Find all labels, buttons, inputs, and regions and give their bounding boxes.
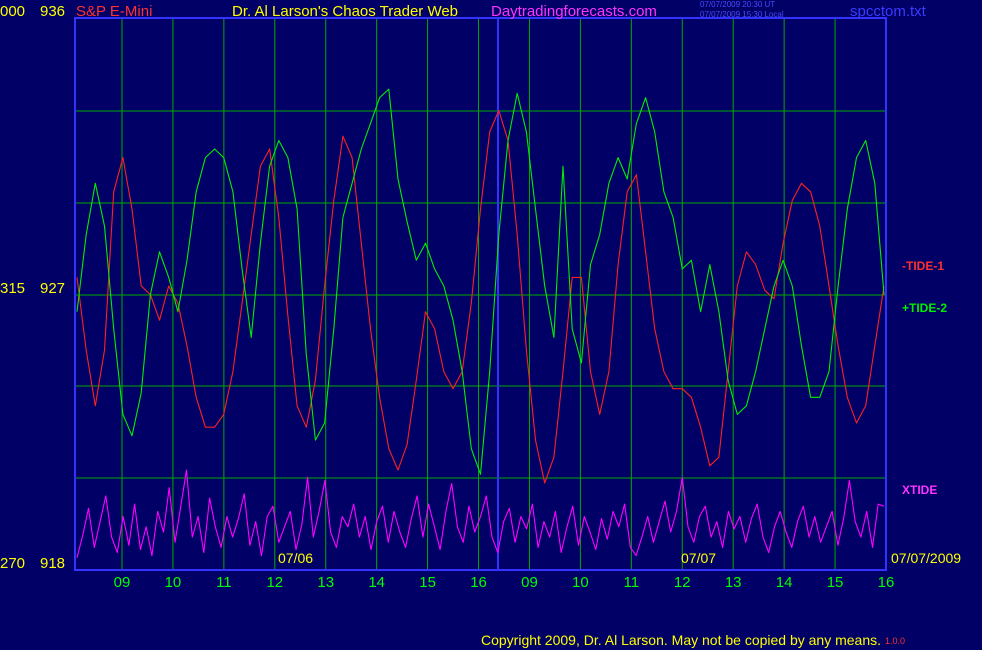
copyright-text: Copyright 2009, Dr. Al Larson. May not b…	[481, 632, 882, 648]
mid-price-label: 927	[40, 280, 66, 297]
legend-tide2: +TIDE-2	[902, 301, 948, 315]
series-layer	[76, 88, 885, 558]
x-tick-label: 11	[624, 574, 640, 591]
chart-grid	[74, 17, 887, 571]
timestamp-local: 07/07/2009 15:30 Local	[700, 10, 784, 19]
x-tick-label: 13	[725, 574, 742, 591]
author-title: Dr. Al Larson's Chaos Trader Web	[232, 3, 459, 20]
legend-xtide: XTIDE	[902, 483, 938, 497]
x-tick-label: 12	[674, 574, 691, 591]
filename-label: spcctom.txt	[850, 3, 926, 20]
x-hour-labels: 09 10 11 12 13 14 15 16 09 10 11 12 13 14 15 16	[114, 574, 895, 591]
version-stamp: 1.0.0	[885, 636, 906, 646]
x-tick-label: 13	[317, 574, 334, 591]
x-tick-label: 10	[165, 574, 182, 591]
x-tick-label: 10	[572, 574, 589, 591]
plot-background	[75, 18, 886, 570]
legend-tide1: -TIDE-1	[902, 259, 944, 273]
series-line-xtide	[76, 469, 885, 558]
date-label-end: 07/07/2009	[891, 550, 962, 566]
x-tick-label: 12	[266, 574, 283, 591]
x-tick-label: 15	[419, 574, 436, 591]
x-tick-label: 16	[878, 574, 895, 591]
axis-top-left-label: 000	[0, 3, 26, 20]
timestamp-ut: 07/07/2009 20:30 UT	[700, 0, 776, 9]
mid-axis-label: 315	[0, 280, 26, 297]
series-line-tide2	[76, 88, 885, 475]
bottom-axis-label: 270	[0, 555, 26, 572]
x-tick-label: 16	[470, 574, 487, 591]
x-tick-label: 15	[827, 574, 844, 591]
x-tick-label: 09	[114, 574, 131, 591]
x-tick-label: 14	[776, 574, 793, 591]
plot-border	[74, 17, 887, 571]
date-label-2: 07/07	[681, 550, 717, 566]
date-label-1: 07/06	[278, 550, 314, 566]
bottom-price-label: 918	[40, 555, 66, 572]
x-tick-label: 14	[368, 574, 385, 591]
instrument-title: S&P E-Mini	[76, 3, 153, 20]
x-tick-label: 09	[521, 574, 538, 591]
site-title: Daytradingforecasts.com	[491, 3, 657, 20]
x-tick-label: 11	[216, 574, 232, 591]
series-line-tide1	[76, 109, 885, 484]
price-top-label: 936	[40, 3, 66, 20]
